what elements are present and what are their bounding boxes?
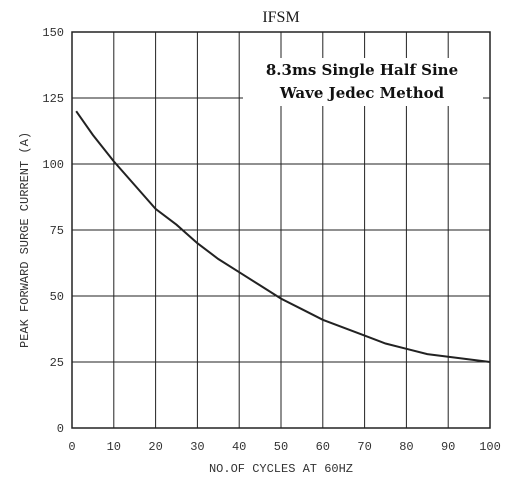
chart-title: IFSM bbox=[262, 9, 299, 26]
x-tick-label: 70 bbox=[357, 440, 371, 454]
plot-frame bbox=[71, 31, 491, 429]
annotation-background bbox=[243, 58, 483, 106]
y-tick-label: 100 bbox=[42, 158, 64, 172]
x-tick-label: 0 bbox=[68, 440, 75, 454]
annotation-line-2: Wave Jedec Method bbox=[279, 84, 445, 102]
x-tick-label: 100 bbox=[479, 440, 501, 454]
y-ticks: 0 25 50 75 100 125 150 bbox=[42, 26, 64, 436]
y-tick-label: 25 bbox=[50, 356, 64, 370]
surge-curve bbox=[75, 110, 491, 363]
annotation-line-1: 8.3ms Single Half Sine bbox=[266, 61, 458, 79]
x-tick-label: 50 bbox=[274, 440, 288, 454]
y-tick-label: 125 bbox=[42, 92, 64, 106]
x-tick-label: 30 bbox=[190, 440, 204, 454]
x-tick-label: 60 bbox=[316, 440, 330, 454]
x-tick-label: 20 bbox=[148, 440, 162, 454]
y-tick-label: 50 bbox=[50, 290, 64, 304]
x-tick-label: 90 bbox=[441, 440, 455, 454]
x-ticks: 0 10 20 30 40 50 60 70 80 90 100 bbox=[68, 440, 500, 454]
x-axis-label: NO.OF CYCLES AT 60HZ bbox=[209, 462, 353, 476]
x-tick-label: 10 bbox=[107, 440, 121, 454]
x-tick-label: 80 bbox=[399, 440, 413, 454]
x-tick-label: 40 bbox=[232, 440, 246, 454]
y-tick-label: 75 bbox=[50, 224, 64, 238]
y-axis-label: PEAK FORWARD SURGE CURRENT (A) bbox=[18, 132, 32, 348]
y-tick-label: 0 bbox=[57, 422, 64, 436]
y-tick-label: 150 bbox=[42, 26, 64, 40]
